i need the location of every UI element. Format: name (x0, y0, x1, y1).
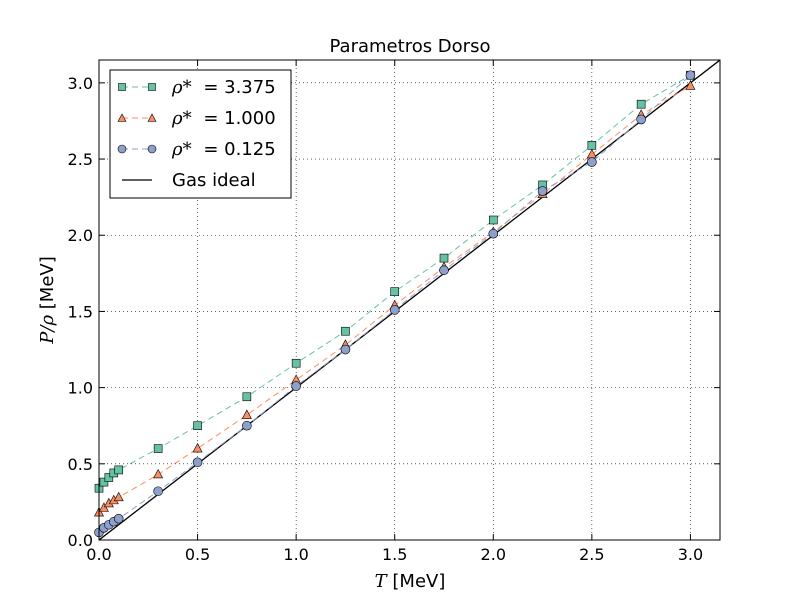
legend-entry-rho-0125: ρ* = 0.125 (117, 139, 276, 160)
legend-entry-gas-ideal: Gas ideal (122, 170, 256, 191)
legend-entry-rho-1000: ρ* = 1.000 (117, 108, 276, 129)
data-point-triangle (98, 502, 109, 512)
legend-entry-rho-3375: ρ* = 3.375 (118, 77, 276, 98)
x-tick-label: 2.0 (481, 545, 506, 564)
y-tick-label: 1.0 (68, 379, 93, 398)
axis-ticks: 0.0 0.5 1.0 1.5 2.0 2.5 3.0 0.0 0.5 1.0 1.5 2.0 2.5 3… (68, 60, 720, 564)
data-point-square (242, 392, 252, 402)
legend-marker-circle (117, 144, 127, 154)
data-point-triangle (241, 409, 252, 419)
data-point-square (114, 465, 124, 475)
data-point-circle (340, 344, 351, 355)
data-point-square (99, 477, 109, 487)
series-0 (94, 70, 695, 493)
ideal-gas-layer (99, 60, 720, 540)
y-tick-label: 1.5 (68, 302, 93, 321)
data-point-circle (242, 420, 252, 431)
plot-frame (98, 59, 721, 541)
legend-marker-circle (147, 144, 157, 154)
data-point-square (153, 444, 163, 453)
data-point-circle (113, 513, 124, 524)
data-point-circle (439, 265, 449, 276)
legend-label-rho-3375: ρ* = 3.375 (171, 77, 276, 98)
data-point-triangle (153, 468, 164, 479)
y-tick-label: 2.5 (68, 150, 93, 169)
y-tick-label: 0.0 (68, 531, 93, 550)
y-tick-label: 3.0 (68, 74, 93, 93)
data-point-triangle (113, 491, 124, 502)
legend-box (109, 69, 292, 199)
data-point-circle (537, 186, 548, 196)
x-tick-label: 1.5 (382, 545, 407, 564)
y-axis-symbol: P/ρ (37, 315, 58, 345)
data-point-circle (389, 305, 400, 315)
legend-label-gas-ideal: Gas ideal (172, 170, 256, 191)
chart-title: Parametros Dorso (330, 36, 491, 57)
x-tick-label: 2.5 (579, 545, 604, 564)
data-point-circle (153, 486, 163, 497)
data-point-square (488, 215, 498, 225)
data-point-square (104, 473, 114, 482)
legend-marker-square (118, 83, 126, 91)
x-axis-unit: [MeV] (392, 571, 445, 592)
data-point-circle (192, 457, 203, 468)
legend-label-rho-1000: ρ* = 1.000 (171, 108, 276, 129)
data-point-circle (685, 70, 696, 81)
y-tick-label: 0.5 (68, 455, 93, 474)
legend-label-rho-0125: ρ* = 0.125 (171, 139, 276, 160)
data-point-square (439, 253, 449, 263)
series-2 (94, 70, 696, 538)
data-point-circle (291, 381, 301, 391)
data-point-square (341, 326, 350, 336)
data-point-triangle (685, 80, 696, 90)
ideal-gas-line (99, 60, 720, 540)
legend: ρ* = 3.375 ρ* = 1.000 ρ* = 0.125 Gas (109, 69, 292, 199)
x-tick-label: 1.0 (283, 545, 308, 564)
data-point-triangle (192, 442, 203, 453)
legend-marker-triangle (147, 113, 157, 122)
legend-marker-triangle (117, 113, 127, 122)
data-point-circle (587, 157, 597, 167)
x-tick-label: 0.0 (86, 545, 111, 564)
data-point-triangle (586, 148, 597, 159)
data-point-square (636, 99, 646, 109)
x-tick-label: 0.5 (185, 545, 210, 564)
y-tick-label: 2.0 (68, 226, 93, 245)
x-axis-symbol: T (375, 571, 389, 592)
y-axis-unit: [MeV] (37, 256, 58, 309)
data-point-circle (636, 114, 646, 125)
x-axis-label: T [MeV] (375, 571, 446, 592)
data-point-square (390, 287, 400, 296)
y-axis-label: P/ρ [MeV] (37, 256, 58, 344)
data-point-circle (488, 228, 499, 239)
data-point-square (291, 358, 301, 368)
data-point-square (587, 141, 597, 150)
data-point-square (193, 421, 202, 431)
x-tick-label: 3.0 (678, 545, 703, 564)
legend-marker-square (148, 83, 156, 91)
series-layer (94, 70, 696, 538)
